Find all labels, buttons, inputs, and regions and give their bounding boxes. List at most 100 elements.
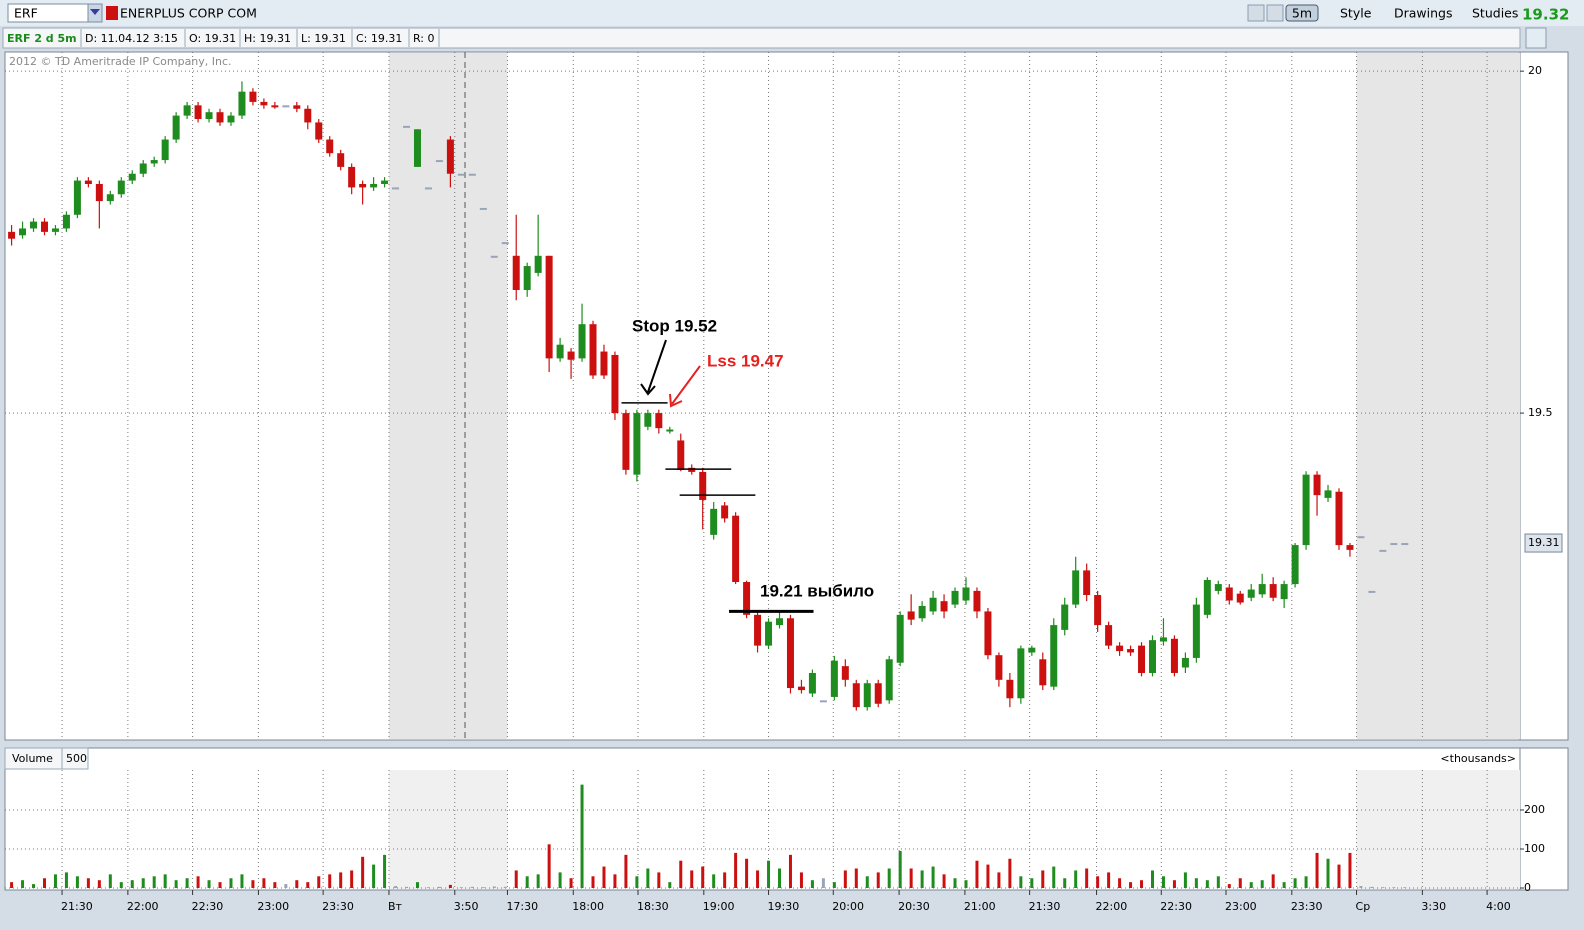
candle-body [677, 440, 685, 470]
candle-body [1105, 625, 1113, 646]
candle-body [1050, 625, 1058, 687]
volume-bar [1337, 864, 1341, 888]
tool-icon[interactable] [1247, 4, 1265, 22]
interval[interactable]: 5m [1292, 6, 1312, 21]
candle-body [1302, 474, 1310, 546]
studies-button[interactable]: Studies [1472, 6, 1518, 21]
candle-body [907, 611, 915, 620]
volume-bar [514, 870, 518, 888]
volume-bar [1359, 886, 1363, 888]
x-tick-label: 22:30 [1160, 900, 1192, 913]
style-button[interactable]: Style [1340, 6, 1372, 21]
volume-bar [1194, 878, 1198, 888]
candle-body [1335, 491, 1343, 546]
candle-body [1236, 593, 1244, 603]
info-item: O: 19.31 [189, 32, 236, 45]
candle-body [501, 242, 509, 245]
volume-bar [591, 876, 595, 888]
candle-body [446, 139, 454, 174]
drawings-button[interactable]: Drawings [1394, 6, 1453, 21]
candle-body [797, 686, 805, 691]
volume-bar [1107, 872, 1111, 888]
volume-bar [328, 874, 332, 888]
candle-body [885, 659, 893, 701]
candle-body [830, 660, 838, 697]
volume-bar [350, 870, 354, 888]
volume-bar [448, 884, 452, 888]
volume-bar [745, 858, 749, 888]
last-price-label: 19.31 [1528, 536, 1560, 549]
x-tick-label: 22:00 [1096, 900, 1128, 913]
volume-bar [723, 872, 727, 888]
volume-bar [1019, 876, 1023, 888]
candle-body [73, 180, 81, 215]
volume-bar [163, 874, 167, 888]
candle-body [512, 255, 520, 290]
volume-bar [1008, 858, 1012, 888]
volume-bar [394, 886, 398, 888]
candle-body [1280, 584, 1288, 600]
volume-bar [964, 880, 968, 888]
volume-bar [569, 878, 573, 888]
tool-icon[interactable] [1266, 4, 1284, 22]
interval-button[interactable] [1285, 4, 1319, 22]
volume-bar [492, 886, 496, 888]
candle-body [161, 139, 169, 161]
candle-body [863, 683, 871, 708]
y-tick-label: 20 [1528, 64, 1542, 77]
chart-options[interactable] [1525, 27, 1547, 49]
volume-bar [75, 876, 79, 888]
candle-body [30, 221, 38, 229]
x-tick-label: 4:00 [1486, 900, 1511, 913]
symbol[interactable]: ERF [14, 6, 38, 21]
candle-body [51, 228, 59, 232]
candle-body [457, 173, 465, 176]
x-tick-label: 3:30 [1421, 900, 1446, 913]
volume-bar [32, 884, 36, 888]
candle-body [172, 115, 180, 140]
candle-body [1291, 545, 1299, 585]
candle-body [940, 601, 948, 612]
candle-body [786, 618, 794, 689]
volume-bar [437, 886, 441, 888]
annotation: 19.21 выбило [760, 581, 874, 600]
x-tick-label: 18:30 [637, 900, 669, 913]
volume-bar [602, 866, 606, 888]
volume-bar [108, 874, 112, 888]
candle-body [403, 125, 411, 128]
candle-body [1148, 640, 1156, 673]
candle-body [479, 207, 487, 210]
volume-bar [1085, 868, 1089, 888]
candle-body [567, 351, 575, 360]
volume-bar [613, 874, 617, 888]
volume-bar [712, 874, 716, 888]
volume-bar [854, 868, 858, 888]
candle-body [282, 105, 290, 108]
volume-bar [174, 880, 178, 888]
candle-body [95, 183, 103, 202]
info-item: L: 19.31 [301, 32, 346, 45]
candle-body [1127, 649, 1135, 653]
y-tick-label: 19.5 [1528, 406, 1553, 419]
volume-bar [898, 850, 902, 888]
candle-body [150, 160, 158, 164]
volume-bar [64, 872, 68, 888]
dropdown-arrow [90, 9, 100, 15]
candle-body [1368, 590, 1376, 593]
volume-bar [1293, 878, 1297, 888]
candle-body [315, 122, 323, 140]
candle-body [1006, 679, 1014, 699]
candle-body [732, 515, 740, 583]
candle-body [1379, 549, 1387, 552]
volume-bar [1129, 882, 1133, 888]
annotation: Lss 19.47 [707, 351, 784, 370]
volume-title: Volume [12, 752, 53, 765]
candle-body [644, 413, 652, 427]
candle-body [128, 173, 136, 181]
volume-bar [657, 872, 661, 888]
volume-bar [646, 868, 650, 888]
last-price-box [1524, 533, 1563, 553]
candle-body [666, 429, 674, 432]
candle-body [117, 180, 125, 195]
candle-body [556, 344, 564, 359]
